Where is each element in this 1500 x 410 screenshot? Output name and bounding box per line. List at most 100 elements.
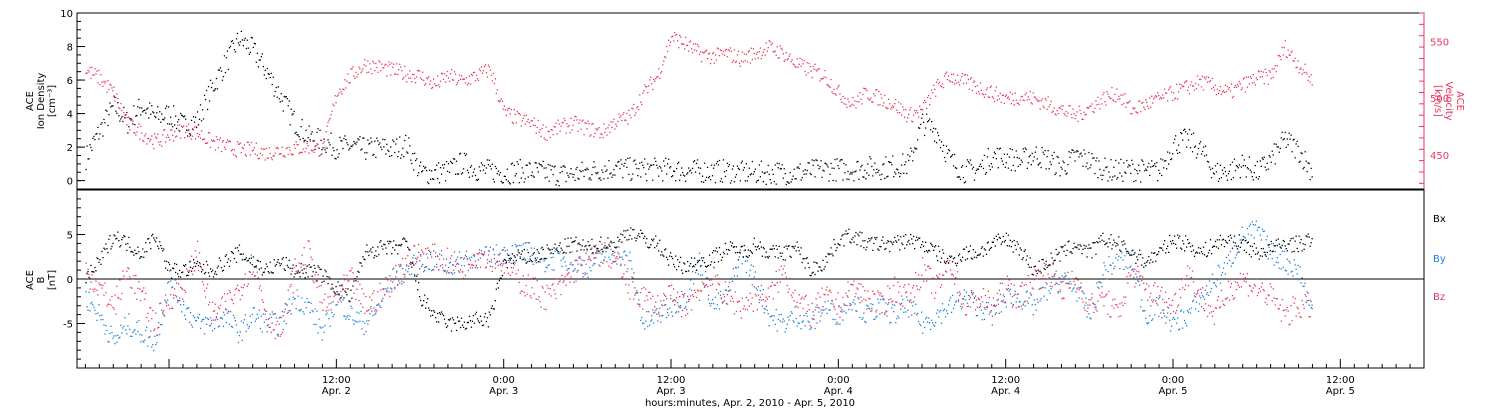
density-point (860, 166, 862, 168)
by-point (1285, 270, 1287, 272)
bz-point (591, 247, 593, 249)
density-point (895, 173, 897, 175)
velocity-point (978, 93, 981, 95)
velocity-point (1163, 97, 1165, 99)
by-point (709, 305, 712, 307)
by-point (519, 256, 521, 258)
bz-point (362, 306, 364, 308)
velocity-point (812, 65, 814, 68)
density-point (241, 39, 243, 41)
bz-point (819, 296, 821, 298)
bz-point (1087, 307, 1089, 309)
by-point (717, 292, 720, 294)
density-point (158, 118, 160, 120)
bz-point (1121, 302, 1123, 304)
by-point (191, 326, 194, 328)
bz-point (172, 307, 174, 309)
by-point (1240, 241, 1242, 243)
velocity-point (1092, 110, 1094, 113)
bz-point (283, 311, 285, 313)
velocity-point (126, 124, 128, 126)
density-point (169, 123, 171, 125)
velocity-point (198, 133, 201, 136)
by-point (914, 312, 916, 314)
by-point (904, 307, 906, 309)
velocity-point (192, 129, 195, 131)
velocity-point (1166, 92, 1168, 94)
by-point (860, 296, 862, 298)
by-point (493, 253, 495, 256)
density-point (986, 156, 989, 158)
velocity-point (310, 149, 312, 151)
bz-point (538, 296, 540, 298)
bz-point (843, 303, 845, 305)
by-point (910, 299, 912, 301)
velocity-point (459, 78, 462, 80)
by-point (167, 282, 169, 284)
velocity-point (1159, 98, 1161, 100)
bz-point (817, 292, 819, 294)
velocity-point (1134, 107, 1136, 109)
velocity-point (430, 80, 432, 82)
velocity-point (1309, 81, 1311, 83)
density-point (578, 178, 580, 180)
bz-point (884, 312, 886, 314)
bz-point (184, 289, 186, 292)
by-point (95, 313, 97, 315)
velocity-point (499, 100, 501, 102)
density-point (974, 172, 977, 174)
bz-point (903, 286, 905, 288)
by-point (99, 314, 101, 317)
bz-point (1255, 278, 1257, 280)
by-point (732, 268, 735, 270)
density-point (1284, 131, 1286, 134)
by-point (140, 341, 142, 343)
velocity-point (842, 95, 844, 98)
density-point (812, 164, 814, 166)
density-point (189, 134, 192, 136)
by-point (917, 312, 919, 315)
bz-point (881, 312, 883, 314)
velocity-point (146, 143, 148, 145)
bz-point (1077, 279, 1079, 281)
bz-point (147, 312, 149, 315)
by-point (462, 258, 465, 260)
bz-point (827, 294, 829, 296)
top-right-ylabel-line2: Velocity (1443, 81, 1454, 120)
bz-point (1003, 301, 1005, 304)
velocity-point (1057, 112, 1059, 115)
velocity-point (154, 133, 156, 135)
density-point (1282, 139, 1284, 141)
velocity-point (608, 124, 610, 126)
density-point (1191, 151, 1194, 153)
bz-point (810, 326, 812, 328)
bz-point (739, 310, 741, 312)
by-point (118, 337, 120, 339)
density-point (165, 107, 167, 109)
bz-point (773, 284, 775, 286)
density-point (1207, 161, 1210, 163)
density-point (346, 142, 348, 144)
velocity-point (1117, 98, 1119, 100)
density-point (1235, 165, 1238, 167)
by-point (726, 303, 729, 305)
velocity-point (861, 103, 863, 105)
by-point (1262, 230, 1264, 232)
density-point (1054, 173, 1056, 176)
bz-point (360, 303, 362, 305)
velocity-point (1152, 102, 1154, 104)
velocity-point (581, 120, 583, 122)
bz-point (249, 271, 251, 273)
density-point (886, 176, 888, 178)
bz-point (1097, 300, 1099, 302)
density-point (833, 167, 835, 169)
by-point (408, 265, 410, 267)
velocity-point (555, 122, 557, 124)
bz-point (1043, 262, 1045, 264)
density-point (1111, 179, 1113, 181)
density-point (1025, 148, 1027, 151)
velocity-point (765, 42, 767, 44)
velocity-point (1089, 105, 1091, 107)
bz-point (120, 298, 122, 300)
by-point (1106, 278, 1108, 280)
